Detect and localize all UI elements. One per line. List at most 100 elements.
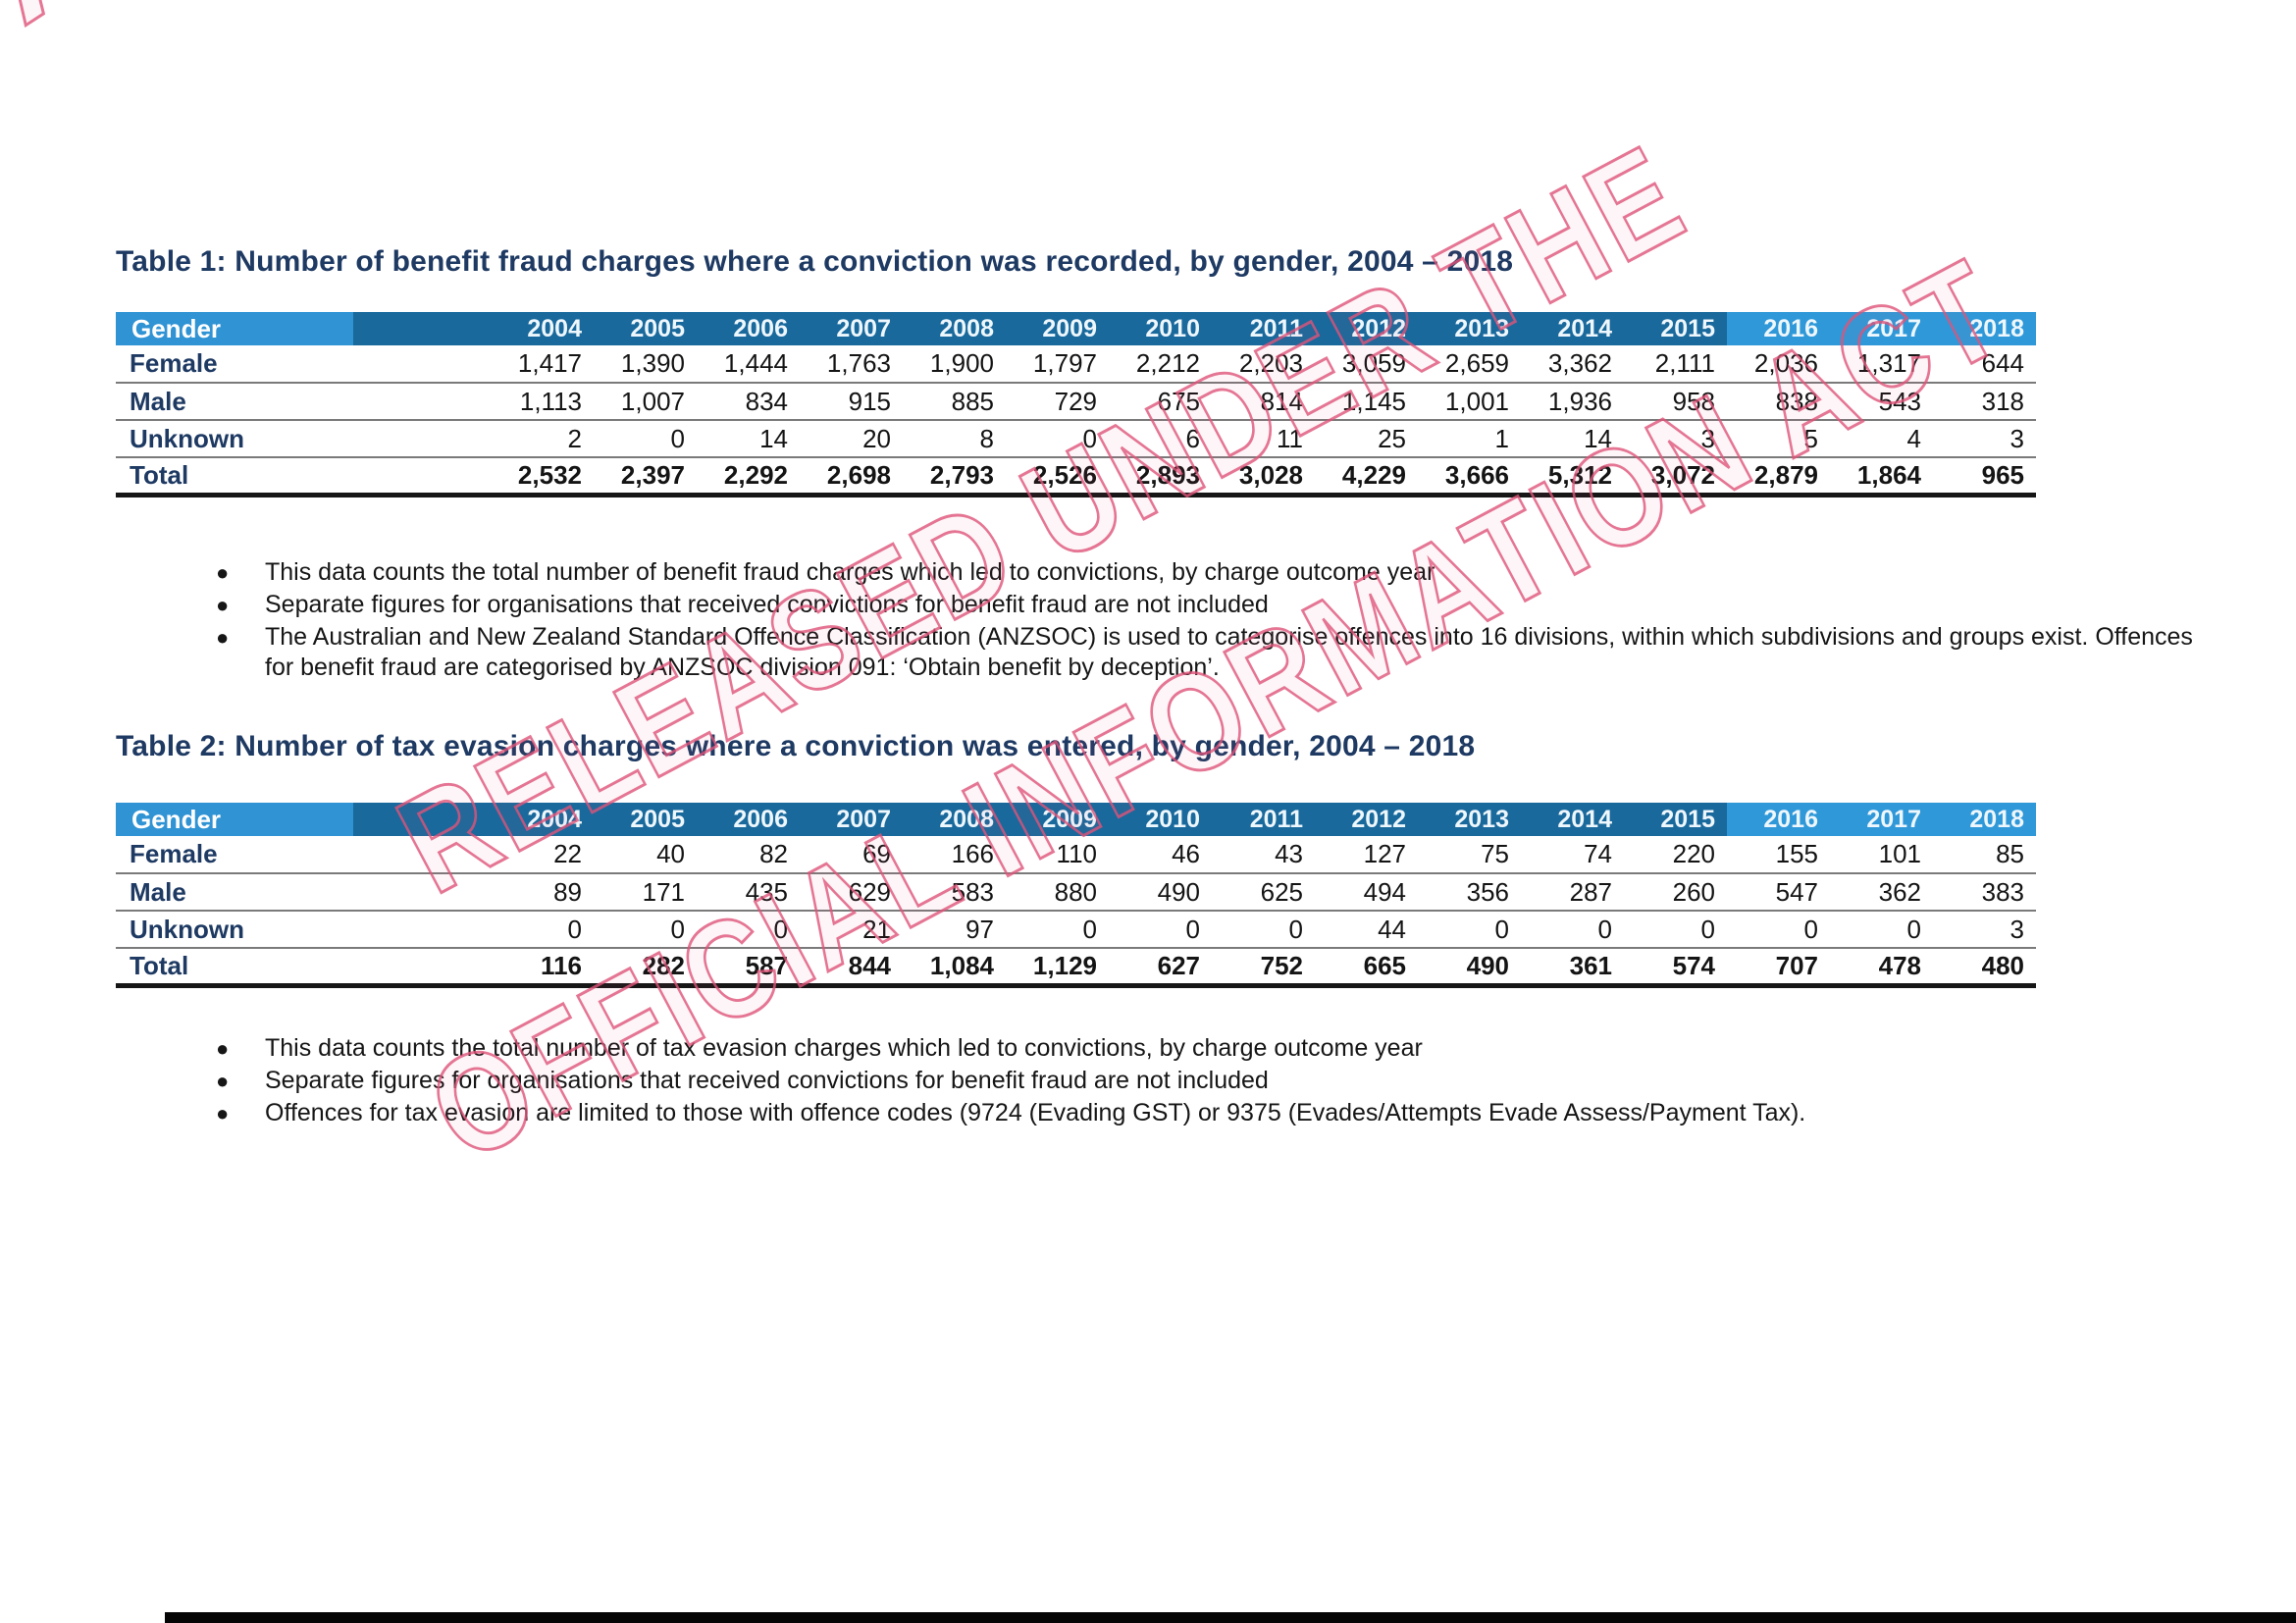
table-cell: 2 bbox=[491, 420, 594, 458]
table-cell: 574 bbox=[1624, 948, 1727, 988]
table-cell: 40 bbox=[594, 836, 697, 874]
table-cell: 543 bbox=[1830, 383, 1933, 421]
row-label: Unknown bbox=[116, 420, 491, 458]
table-cell: 0 bbox=[1109, 911, 1212, 949]
table-cell: 6 bbox=[1109, 420, 1212, 458]
table-cell: 675 bbox=[1109, 383, 1212, 421]
table1-row-female: Female 1,417 1,390 1,444 1,763 1,900 1,797 2,2… bbox=[116, 345, 2036, 384]
table-cell: 74 bbox=[1521, 836, 1624, 874]
table-cell: 89 bbox=[491, 873, 594, 912]
table-cell: 0 bbox=[697, 911, 800, 949]
table-cell: 490 bbox=[1109, 873, 1212, 912]
table-cell: 1,936 bbox=[1521, 383, 1624, 421]
year-header-cell: 2011 bbox=[1212, 803, 1315, 836]
table-cell: 627 bbox=[1109, 948, 1212, 988]
table-cell: 127 bbox=[1315, 836, 1418, 874]
table-cell: 3,666 bbox=[1418, 457, 1521, 497]
table-cell: 3 bbox=[1933, 911, 2036, 949]
table-cell: 220 bbox=[1624, 836, 1727, 874]
table-cell: 583 bbox=[903, 873, 1006, 912]
year-header-cell: 2013 bbox=[1418, 803, 1521, 836]
year-header-cell: 2014 bbox=[1521, 312, 1624, 345]
year-header-cell: 2006 bbox=[697, 312, 800, 345]
table-cell: 75 bbox=[1418, 836, 1521, 874]
year-header-cell: 2007 bbox=[800, 803, 903, 836]
table-cell: 2,203 bbox=[1212, 345, 1315, 384]
table-cell: 282 bbox=[594, 948, 697, 988]
table-cell: 2,659 bbox=[1418, 345, 1521, 384]
table-cell: 20 bbox=[800, 420, 903, 458]
table-cell: 2,893 bbox=[1109, 457, 1212, 497]
table-cell: 480 bbox=[1933, 948, 2036, 988]
table-cell: 3 bbox=[1933, 420, 2036, 458]
table-cell: 0 bbox=[1006, 911, 1109, 949]
table-cell: 644 bbox=[1933, 345, 2036, 384]
table-cell: 2,036 bbox=[1727, 345, 1830, 384]
bullet-icon: ● bbox=[216, 625, 230, 650]
table-cell: 1,001 bbox=[1418, 383, 1521, 421]
table1-row-male: Male 1,113 1,007 834 915 885 729 675 814 1,145 1,… bbox=[116, 383, 2036, 421]
year-header-cell: 2018 bbox=[1933, 803, 2036, 836]
note-text: Separate figures for organisations that … bbox=[265, 591, 1269, 618]
year-header-cell: 2012 bbox=[1315, 312, 1418, 345]
row-label: Male bbox=[116, 383, 491, 421]
table2-notes: ● This data counts the total number of ta… bbox=[167, 1033, 2218, 1130]
benefit-fraud-table: Gender 2004 2005 2006 2007 2008 2009 2010 2011 2… bbox=[116, 312, 2036, 497]
table-cell: 356 bbox=[1418, 873, 1521, 912]
table-cell: 1,113 bbox=[491, 383, 594, 421]
year-header-cell: 2014 bbox=[1521, 803, 1624, 836]
year-header-cell: 2006 bbox=[697, 803, 800, 836]
table-cell: 1 bbox=[1418, 420, 1521, 458]
row-label: Total bbox=[116, 948, 491, 988]
table-cell: 383 bbox=[1933, 873, 2036, 912]
note-text: Offences for tax evasion are limited to … bbox=[265, 1099, 1806, 1126]
table-cell: 629 bbox=[800, 873, 903, 912]
table-cell: 287 bbox=[1521, 873, 1624, 912]
table-cell: 43 bbox=[1212, 836, 1315, 874]
table-cell: 14 bbox=[697, 420, 800, 458]
year-header-cell: 2015 bbox=[1624, 803, 1727, 836]
note-item: ● This data counts the total number of be… bbox=[167, 557, 2218, 588]
table-cell: 44 bbox=[1315, 911, 1418, 949]
gender-header-cell: Gender bbox=[116, 803, 491, 836]
table2-title: Table 2: Number of tax evasion charges w… bbox=[116, 730, 1476, 763]
table-cell: 2,698 bbox=[800, 457, 903, 497]
year-header-cell: 2008 bbox=[903, 312, 1006, 345]
year-header-cell: 2012 bbox=[1315, 803, 1418, 836]
table1-header-row: Gender 2004 2005 2006 2007 2008 2009 2010 2011 2… bbox=[116, 312, 2036, 345]
scan-edge-artifact bbox=[165, 1612, 2296, 1623]
table2-row-unknown: Unknown 0 0 0 21 97 0 0 0 44 0 0 0 0 0 3 bbox=[116, 911, 2036, 949]
table-cell: 0 bbox=[1727, 911, 1830, 949]
year-header-cell: 2018 bbox=[1933, 312, 2036, 345]
table-cell: 110 bbox=[1006, 836, 1109, 874]
table-cell: 478 bbox=[1830, 948, 1933, 988]
table2-row-total: Total 116 282 587 844 1,084 1,129 627 752 665 490… bbox=[116, 948, 2036, 988]
note-item: ● This data counts the total number of ta… bbox=[167, 1033, 2218, 1064]
table-cell: 587 bbox=[697, 948, 800, 988]
table-cell: 3,362 bbox=[1521, 345, 1624, 384]
table-cell: 2,212 bbox=[1109, 345, 1212, 384]
table-cell: 8 bbox=[903, 420, 1006, 458]
table-cell: 3 bbox=[1624, 420, 1727, 458]
year-header-cell: 2015 bbox=[1624, 312, 1727, 345]
year-header-cell: 2017 bbox=[1830, 803, 1933, 836]
year-header-cell: 2007 bbox=[800, 312, 903, 345]
table-cell: 82 bbox=[697, 836, 800, 874]
table-cell: 752 bbox=[1212, 948, 1315, 988]
table-cell: 14 bbox=[1521, 420, 1624, 458]
table-cell: 814 bbox=[1212, 383, 1315, 421]
table-cell: 85 bbox=[1933, 836, 2036, 874]
table1-row-total: Total 2,532 2,397 2,292 2,698 2,793 2,526 2,89… bbox=[116, 457, 2036, 497]
table-cell: 25 bbox=[1315, 420, 1418, 458]
table-cell: 3,028 bbox=[1212, 457, 1315, 497]
year-header-cell: 2010 bbox=[1109, 803, 1212, 836]
note-item: ● Separate figures for organisations that… bbox=[167, 1066, 2218, 1096]
table-cell: 2,292 bbox=[697, 457, 800, 497]
year-header-cell: 2011 bbox=[1212, 312, 1315, 345]
table-cell: 2,879 bbox=[1727, 457, 1830, 497]
table-cell: 3,072 bbox=[1624, 457, 1727, 497]
row-label: Total bbox=[116, 457, 491, 497]
table-cell: 0 bbox=[594, 420, 697, 458]
table-cell: 490 bbox=[1418, 948, 1521, 988]
table-cell: 2,526 bbox=[1006, 457, 1109, 497]
